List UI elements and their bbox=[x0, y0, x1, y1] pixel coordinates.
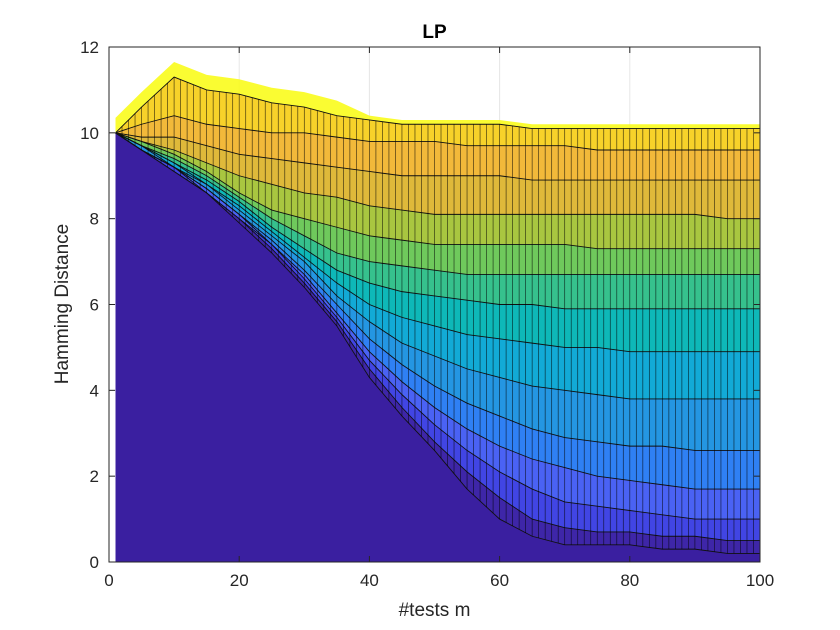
y-tick-label: 12 bbox=[80, 38, 99, 57]
x-axis-label: #tests m bbox=[399, 600, 471, 621]
x-tick-label: 60 bbox=[490, 571, 509, 590]
surface-band bbox=[115, 132, 760, 451]
x-tick-label: 80 bbox=[620, 571, 639, 590]
x-tick-label: 0 bbox=[104, 571, 113, 590]
y-tick-label: 6 bbox=[90, 296, 99, 315]
mesh-lines bbox=[121, 77, 760, 554]
y-tick-label: 8 bbox=[90, 210, 99, 229]
surface-band bbox=[115, 132, 760, 562]
y-tick-label: 2 bbox=[90, 467, 99, 486]
surface-band bbox=[115, 132, 760, 352]
surface-band bbox=[115, 132, 760, 309]
surface-band bbox=[115, 62, 760, 133]
surface-band bbox=[115, 132, 760, 541]
x-tick-label: 40 bbox=[360, 571, 379, 590]
y-tick-label: 4 bbox=[90, 381, 99, 400]
surface-band bbox=[115, 77, 760, 150]
y-tick-label: 10 bbox=[80, 124, 99, 143]
y-axis-label: Hamming Distance bbox=[52, 224, 73, 385]
surface-band bbox=[115, 132, 760, 275]
chart-title: LP bbox=[422, 22, 447, 43]
surface-band bbox=[115, 132, 760, 399]
axis-ticks: 0 20 40 60 80 100 0 2 4 6 8 10 12 bbox=[80, 38, 774, 590]
y-tick-label: 0 bbox=[90, 553, 99, 572]
surface-band bbox=[115, 132, 760, 490]
x-tick-label: 100 bbox=[746, 571, 774, 590]
surface-band bbox=[115, 132, 760, 249]
surface-bands bbox=[115, 62, 760, 562]
surface-band bbox=[115, 115, 760, 181]
x-tick-label: 20 bbox=[230, 571, 249, 590]
